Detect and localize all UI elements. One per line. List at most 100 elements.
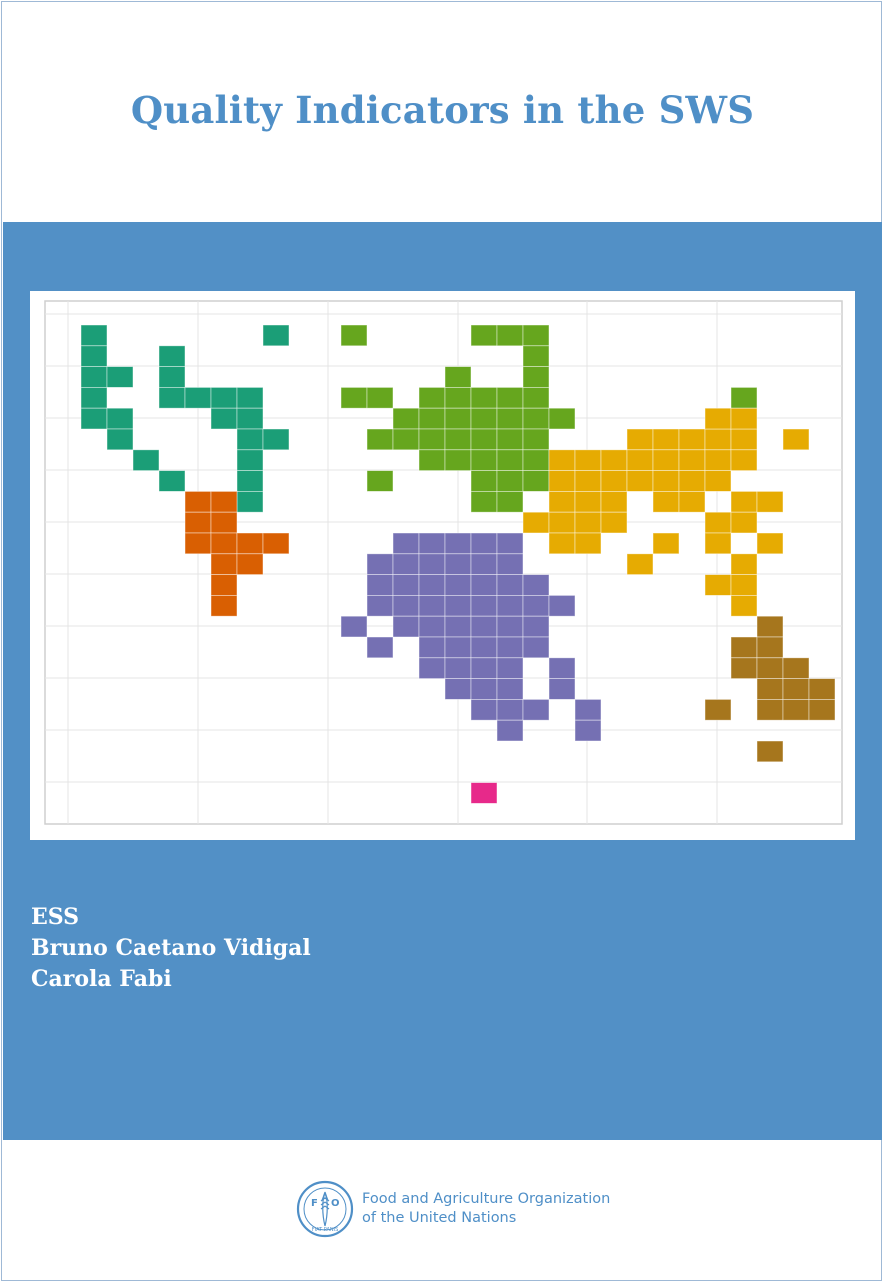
author-bruno-caetano-vidigal: Bruno Caetano Vidigal bbox=[31, 935, 311, 961]
map-cell bbox=[418, 594, 446, 617]
map-cell bbox=[418, 574, 446, 596]
map-cell bbox=[470, 324, 498, 347]
map-cell bbox=[782, 698, 810, 721]
map-cell bbox=[652, 449, 680, 472]
map-cell bbox=[444, 594, 472, 617]
map-cell bbox=[236, 470, 264, 492]
map-cell bbox=[392, 407, 420, 430]
map-cell bbox=[262, 532, 290, 555]
map-cell bbox=[418, 407, 446, 430]
map-cell bbox=[522, 615, 550, 638]
map-cell bbox=[496, 407, 524, 430]
map-cell bbox=[548, 594, 576, 617]
map-cell bbox=[704, 511, 732, 534]
map-cell bbox=[704, 449, 732, 472]
map-cell bbox=[418, 657, 446, 679]
map-cell bbox=[444, 532, 472, 555]
map-cell bbox=[574, 719, 602, 742]
map-cell bbox=[600, 511, 628, 534]
map-cell bbox=[106, 366, 134, 388]
region-asia bbox=[522, 407, 810, 617]
map-cell bbox=[470, 657, 498, 679]
map-cell bbox=[80, 366, 108, 388]
map-cell bbox=[236, 407, 264, 430]
map-cell bbox=[418, 553, 446, 575]
map-cell bbox=[704, 470, 732, 492]
region-north-america bbox=[80, 324, 290, 513]
map-cell bbox=[496, 574, 524, 596]
map-cell bbox=[366, 387, 394, 409]
map-cell bbox=[262, 324, 290, 347]
map-cell bbox=[392, 594, 420, 617]
world-grid-map bbox=[44, 300, 843, 825]
map-cell bbox=[470, 449, 498, 472]
map-cell bbox=[418, 615, 446, 638]
map-cell bbox=[106, 407, 134, 430]
map-cell bbox=[158, 470, 186, 492]
map-cell bbox=[418, 636, 446, 659]
map-cell bbox=[600, 470, 628, 492]
map-cell bbox=[470, 678, 498, 700]
map-cell bbox=[496, 657, 524, 679]
map-cell bbox=[730, 594, 758, 617]
map-cell bbox=[574, 532, 602, 555]
map-cell bbox=[730, 636, 758, 659]
map-cell bbox=[470, 636, 498, 659]
map-cell bbox=[470, 594, 498, 617]
map-cell bbox=[522, 324, 550, 347]
map-cell bbox=[184, 511, 212, 534]
map-cell bbox=[496, 449, 524, 472]
map-cell bbox=[548, 449, 576, 472]
author-list: ESS Bruno Caetano Vidigal Carola Fabi bbox=[31, 902, 311, 995]
svg-text:F: F bbox=[311, 1198, 318, 1209]
map-cell bbox=[522, 407, 550, 430]
map-cell bbox=[366, 428, 394, 451]
map-cell bbox=[496, 636, 524, 659]
map-cell bbox=[678, 490, 706, 513]
map-cell bbox=[444, 428, 472, 451]
map-cell bbox=[496, 678, 524, 700]
map-cell bbox=[782, 657, 810, 679]
map-cell bbox=[704, 407, 732, 430]
map-cell bbox=[496, 532, 524, 555]
map-cell bbox=[210, 387, 238, 409]
map-cell bbox=[730, 449, 758, 472]
map-cell bbox=[470, 532, 498, 555]
fao-name-line1: Food and Agriculture Organization bbox=[362, 1191, 611, 1207]
map-cell bbox=[184, 490, 212, 513]
map-cell bbox=[392, 615, 420, 638]
map-cell bbox=[704, 428, 732, 451]
map-cell bbox=[574, 449, 602, 472]
map-cell bbox=[704, 574, 732, 596]
map-cell bbox=[496, 428, 524, 451]
map-cell bbox=[756, 698, 784, 721]
map-cell bbox=[548, 490, 576, 513]
map-cell bbox=[548, 470, 576, 492]
map-cell bbox=[522, 366, 550, 388]
map-cell bbox=[210, 574, 238, 596]
map-cell bbox=[340, 615, 368, 638]
map-cell bbox=[730, 511, 758, 534]
map-cell bbox=[574, 511, 602, 534]
map-cell bbox=[652, 490, 680, 513]
map-cell bbox=[444, 366, 472, 388]
map-cell bbox=[522, 574, 550, 596]
map-cell bbox=[782, 428, 810, 451]
map-cell bbox=[366, 594, 394, 617]
map-cell bbox=[444, 678, 472, 700]
map-cell bbox=[236, 532, 264, 555]
map-cell bbox=[522, 345, 550, 367]
map-cell bbox=[756, 636, 784, 659]
region-oceania bbox=[704, 615, 836, 763]
map-cell bbox=[574, 470, 602, 492]
map-cell bbox=[704, 532, 732, 555]
map-cell bbox=[522, 698, 550, 721]
map-cell bbox=[262, 428, 290, 451]
map-cell bbox=[808, 678, 836, 700]
author-ess: ESS bbox=[31, 904, 80, 930]
map-cell bbox=[756, 657, 784, 679]
map-cell bbox=[626, 449, 654, 472]
map-cell bbox=[470, 407, 498, 430]
map-cell bbox=[392, 574, 420, 596]
map-cell bbox=[210, 532, 238, 555]
